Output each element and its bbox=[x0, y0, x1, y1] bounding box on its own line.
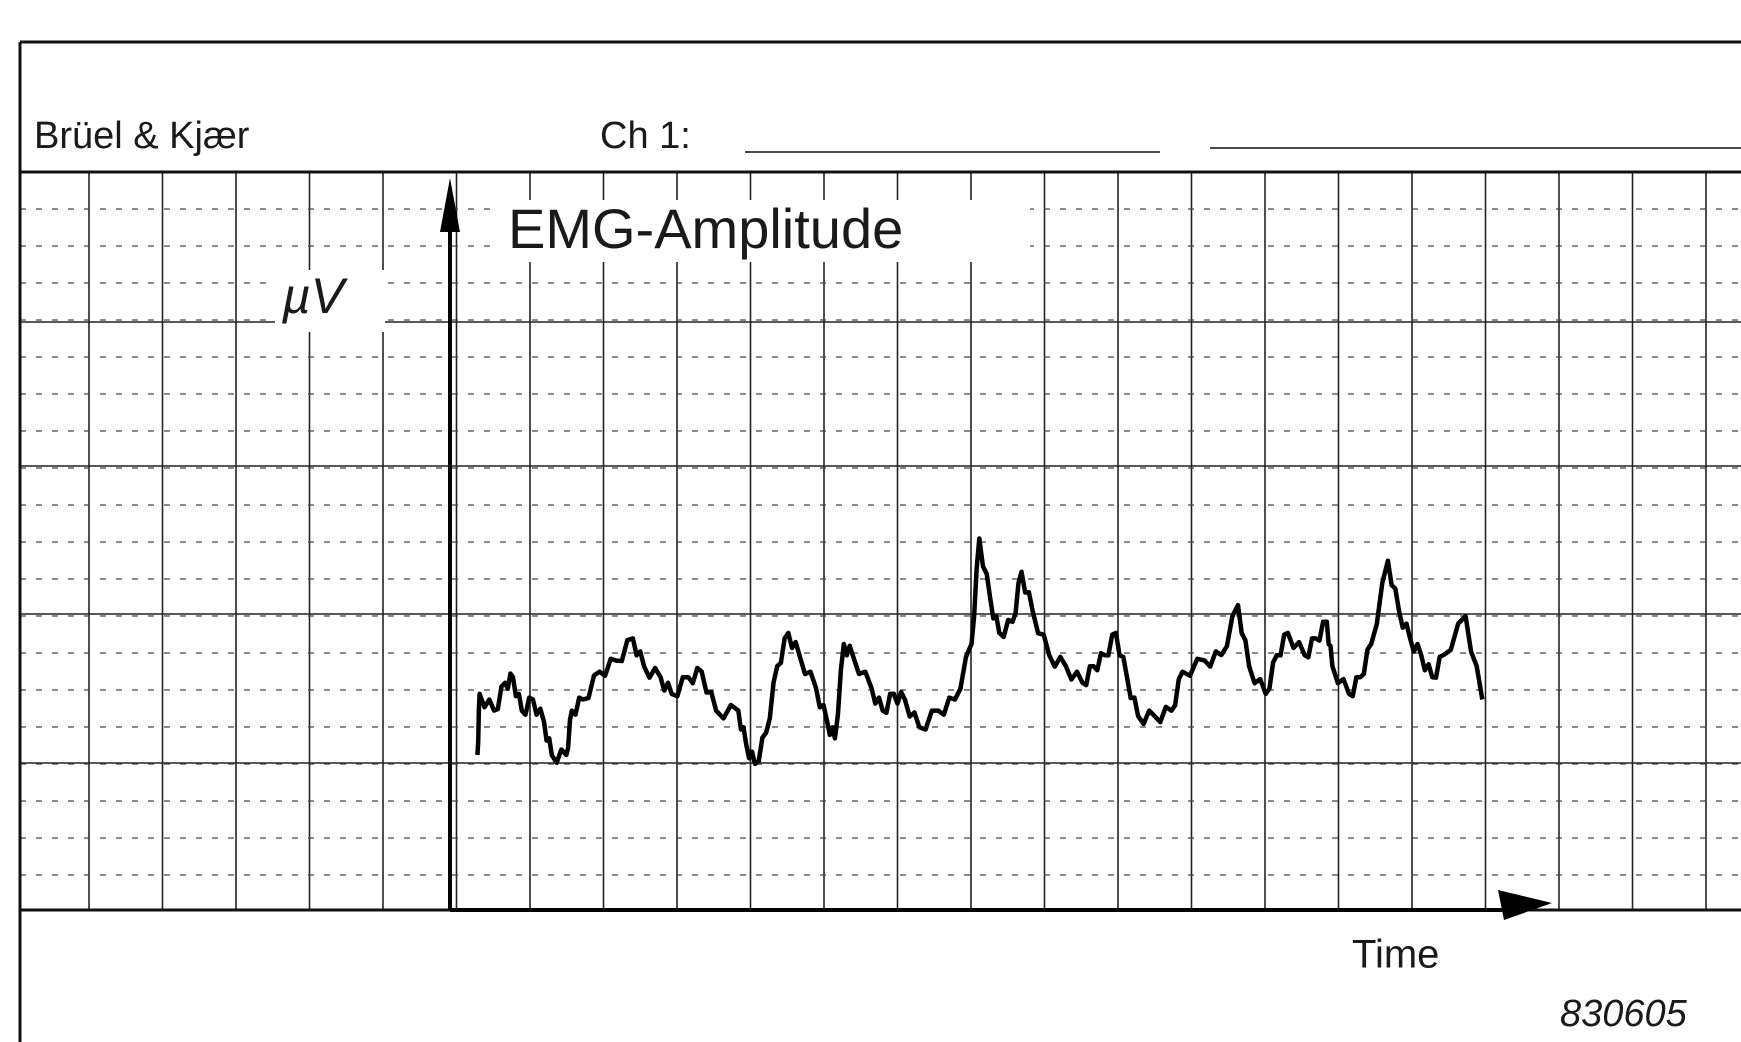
x-arrow bbox=[1498, 890, 1552, 920]
brand: Brüel & Kjær bbox=[34, 115, 250, 157]
label-bg bbox=[500, 200, 1030, 262]
channel-label: Ch 1: bbox=[600, 115, 691, 157]
grid bbox=[20, 172, 1741, 910]
label-bg bbox=[275, 270, 385, 332]
y-arrow bbox=[440, 178, 460, 232]
label-bg bbox=[1340, 930, 1490, 982]
emg-trace bbox=[475, 536, 1485, 767]
y-axis-label: EMG-Amplitude bbox=[508, 197, 903, 260]
figure-id: 830605 bbox=[1560, 993, 1688, 1035]
x-axis-label: Time bbox=[1352, 933, 1439, 977]
y-unit: µV bbox=[281, 268, 349, 324]
